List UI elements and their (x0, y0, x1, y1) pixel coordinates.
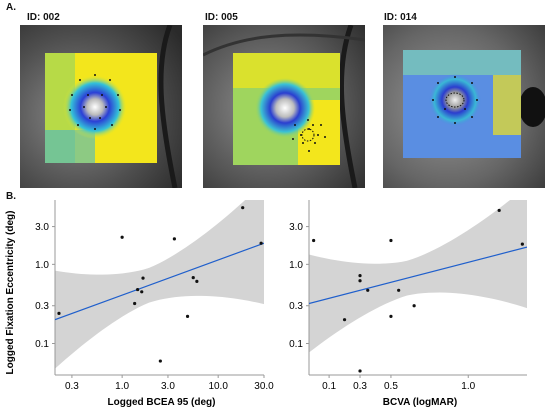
data-point (191, 276, 195, 280)
data-point (397, 288, 401, 292)
x-tick-label: 0.5 (384, 381, 398, 392)
x-tick-label: 0.3 (353, 381, 367, 392)
data-point (185, 314, 190, 318)
y-tick-label: 0.3 (289, 301, 303, 312)
x-axis-label: BCVA (logMAR) (383, 397, 457, 408)
panel-b-letter: B. (6, 191, 16, 202)
data-point (342, 318, 347, 322)
data-point (120, 235, 124, 239)
chart-bcea-vs-eccentricity: 0.3 1.0 3.0 10.0 30.0 0.1 0.3 1.0 3.0 Logged BCEA… (5, 200, 274, 408)
data-point (389, 238, 393, 243)
x-tick-label: 0.1 (322, 381, 336, 392)
regression-line (55, 242, 264, 321)
image-id-label-014: ID: 014 (384, 12, 417, 23)
data-point (195, 279, 199, 283)
data-point (133, 301, 137, 306)
x-tick-label: 1.0 (461, 381, 475, 392)
data-point (141, 276, 145, 280)
data-point (312, 238, 316, 243)
x-tick-label: 1.0 (115, 381, 129, 392)
data-point (259, 241, 263, 245)
x-axis-label: Logged BCEA 95 (deg) (108, 397, 216, 408)
data-point (520, 242, 524, 246)
data-point (358, 369, 362, 373)
regression-line (309, 246, 527, 305)
x-tick-label: 10.0 (208, 381, 228, 392)
data-point (57, 311, 61, 316)
data-point (412, 304, 416, 308)
y-tick-label: 3.0 (289, 222, 303, 233)
panel-a-letter: A. (6, 2, 16, 13)
data-point (358, 274, 362, 278)
y-axis-label: Logged Fixation Eccentricity (deg) (5, 211, 16, 375)
confidence-band (309, 200, 527, 353)
y-tick-label: 1.0 (289, 260, 303, 271)
data-point (158, 359, 162, 363)
x-tick-label: 0.3 (65, 381, 79, 392)
y-tick-label: 1.0 (35, 260, 49, 271)
data-point (241, 206, 245, 210)
y-tick-label: 3.0 (35, 222, 49, 233)
chart-bcva-vs-eccentricity: 0.1 0.3 0.5 1.0 0.1 0.3 1.0 3.0 BCVA (logMAR) (289, 200, 527, 408)
data-point (366, 288, 370, 292)
x-tick-label: 3.0 (161, 381, 175, 392)
confidence-band (55, 200, 264, 369)
data-point (389, 314, 393, 318)
image-id-label-002: ID: 002 (27, 12, 60, 23)
fundus-image-005 (203, 25, 365, 188)
x-tick-label: 30.0 (254, 381, 274, 392)
y-tick-label: 0.3 (35, 301, 49, 312)
fundus-image-002 (20, 25, 182, 188)
image-id-label-005: ID: 005 (205, 12, 238, 23)
y-tick-label: 0.1 (289, 339, 303, 350)
data-point (497, 208, 501, 213)
data-point (172, 237, 176, 241)
data-point (140, 290, 144, 294)
fundus-image-014 (383, 25, 545, 188)
data-point (136, 287, 140, 292)
y-tick-label: 0.1 (35, 339, 49, 350)
data-point (358, 279, 362, 283)
